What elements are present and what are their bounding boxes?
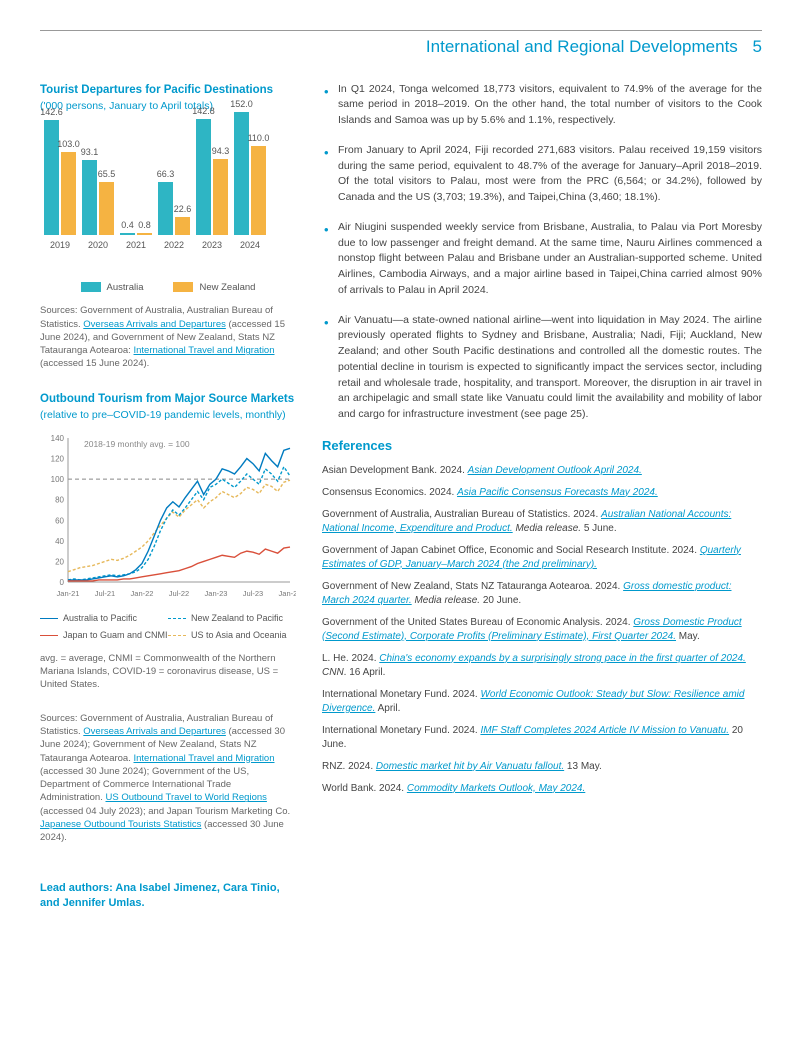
chart1-title: Tourist Departures for Pacific Destinati…: [40, 82, 296, 99]
right-column: In Q1 2024, Tonga welcomed 18,773 visito…: [322, 82, 762, 912]
reference-item: Government of New Zealand, Stats NZ Tata…: [322, 580, 762, 608]
dash-icon: [40, 635, 58, 636]
svg-text:Jan-23: Jan-23: [205, 589, 228, 598]
reference-item: World Bank. 2024. Commodity Markets Outl…: [322, 782, 762, 796]
svg-text:140: 140: [51, 434, 65, 443]
chart1-legend: Australia New Zealand: [40, 281, 296, 295]
legend-label-nz: New Zealand: [199, 281, 255, 295]
chart2-link4[interactable]: Japanese Outbound Tourists Statistics: [40, 819, 201, 830]
svg-text:Jan-24: Jan-24: [279, 589, 296, 598]
line-chart: 0 20 40 60 80 100 120 140 Jan-21 Jul-21 Jan-22 Jul-…: [40, 432, 296, 602]
references-title: References: [322, 437, 762, 456]
bar: 110.0: [251, 146, 266, 235]
reference-item: International Monetary Fund. 2024. World…: [322, 688, 762, 716]
legend-label-aus: Australia: [107, 281, 144, 295]
reference-item: RNZ. 2024. Domestic market hit by Air Va…: [322, 760, 762, 774]
legend-aus-pacific: Australia to Pacific: [40, 612, 168, 625]
chart1-link1[interactable]: Overseas Arrivals and Departures: [83, 319, 226, 330]
bar: 94.3: [213, 159, 228, 236]
chart2-sources: Sources: Government of Australia, Austra…: [40, 712, 296, 845]
year-group: 66.322.62022: [158, 182, 190, 253]
reference-item: International Monetary Fund. 2024. IMF S…: [322, 724, 762, 752]
year-group: 142.894.32023: [196, 119, 228, 252]
dash-icon: [168, 635, 186, 636]
legend-japan: Japan to Guam and CNMI: [40, 629, 168, 642]
page-number: 5: [753, 37, 762, 56]
lead-authors: Lead authors: Ana Isabel Jimenez, Cara T…: [40, 881, 296, 912]
header-rule: [40, 30, 762, 31]
bar: 103.0: [61, 152, 76, 236]
svg-text:100: 100: [51, 475, 65, 484]
bullet-list: In Q1 2024, Tonga welcomed 18,773 visito…: [322, 82, 762, 423]
chart1-link2[interactable]: International Travel and Migration: [134, 345, 275, 356]
svg-text:20: 20: [55, 557, 64, 566]
header-title: International and Regional Developments: [426, 37, 738, 56]
svg-text:80: 80: [55, 495, 64, 504]
reference-link[interactable]: Asian Development Outlook April 2024.: [468, 465, 642, 476]
reference-link[interactable]: China's economy expands by a surprisingl…: [379, 653, 746, 664]
bar: 0.8: [137, 233, 152, 235]
bar-chart: 142.6103.0201993.165.52020 0.40.82021 66.3…: [40, 123, 296, 273]
bar: 142.8: [196, 119, 211, 235]
svg-text:Jan-21: Jan-21: [57, 589, 80, 598]
svg-text:Jul-22: Jul-22: [169, 589, 189, 598]
page: International and Regional Developments …: [0, 0, 802, 931]
svg-text:0: 0: [60, 578, 65, 587]
reference-item: Government of Japan Cabinet Office, Econ…: [322, 544, 762, 572]
year-group: 93.165.52020: [82, 160, 114, 253]
svg-text:Jul-23: Jul-23: [243, 589, 263, 598]
svg-text:120: 120: [51, 454, 65, 463]
year-group: 152.0110.02024: [234, 112, 266, 253]
line-chart-svg: 0 20 40 60 80 100 120 140 Jan-21 Jul-21 Jan-22 Jul-…: [40, 432, 296, 602]
dash-icon: [168, 618, 186, 619]
chart1-sources: Sources: Government of Australia, Austra…: [40, 304, 296, 370]
reference-link[interactable]: Domestic market hit by Air Vanuatu fallo…: [376, 761, 564, 772]
bar: 22.6: [175, 217, 190, 235]
bullet-item: Air Vanuatu—a state-owned national airli…: [322, 313, 762, 423]
dash-icon: [40, 618, 58, 619]
bar: 93.1: [82, 160, 97, 236]
chart2-link1[interactable]: Overseas Arrivals and Departures: [83, 726, 226, 737]
bar: 0.4: [120, 233, 135, 235]
legend-nz-pacific: New Zealand to Pacific: [168, 612, 296, 625]
reference-link[interactable]: Asia Pacific Consensus Forecasts May 202…: [457, 487, 658, 498]
legend-us: US to Asia and Oceania: [168, 629, 296, 642]
bar: 65.5: [99, 182, 114, 235]
bullet-item: Air Niugini suspended weekly service fro…: [322, 220, 762, 299]
reference-item: Asian Development Bank. 2024. Asian Deve…: [322, 464, 762, 478]
reference-item: L. He. 2024. China's economy expands by …: [322, 652, 762, 680]
reference-item: Government of the United States Bureau o…: [322, 616, 762, 644]
chart2-footnote: avg. = average, CNMI = Commonwealth of t…: [40, 652, 296, 692]
chart2-subtitle: (relative to pre–COVID-19 pandemic level…: [40, 408, 296, 423]
svg-text:Jan-22: Jan-22: [131, 589, 154, 598]
references-list: Asian Development Bank. 2024. Asian Deve…: [322, 464, 762, 796]
year-group: 142.6103.02019: [44, 120, 76, 253]
reference-item: Consensus Economics. 2024. Asia Pacific …: [322, 486, 762, 500]
svg-text:40: 40: [55, 537, 64, 546]
chart2-legend: Australia to Pacific New Zealand to Paci…: [40, 612, 296, 642]
svg-text:Jul-21: Jul-21: [95, 589, 115, 598]
legend-australia: Australia: [81, 281, 144, 295]
legend-newzealand: New Zealand: [173, 281, 255, 295]
swatch-aus: [81, 282, 101, 292]
chart2-link3[interactable]: US Outbound Travel to World Regions: [105, 792, 266, 803]
running-header: International and Regional Developments …: [40, 35, 762, 60]
reference-link[interactable]: Commodity Markets Outlook, May 2024.: [407, 783, 585, 794]
left-column: Tourist Departures for Pacific Destinati…: [40, 82, 296, 912]
bar: 66.3: [158, 182, 173, 236]
swatch-nz: [173, 282, 193, 292]
columns: Tourist Departures for Pacific Destinati…: [40, 82, 762, 912]
chart2-link2[interactable]: International Travel and Migration: [134, 753, 275, 764]
chart2-annotation: 2018-19 monthly avg. = 100: [84, 438, 190, 450]
bar: 152.0: [234, 112, 249, 236]
bullet-item: From January to April 2024, Fiji recorde…: [322, 143, 762, 206]
reference-item: Government of Australia, Australian Bure…: [322, 508, 762, 536]
reference-link[interactable]: IMF Staff Completes 2024 Article IV Miss…: [480, 725, 729, 736]
bullet-item: In Q1 2024, Tonga welcomed 18,773 visito…: [322, 82, 762, 129]
svg-text:60: 60: [55, 516, 64, 525]
chart2-title: Outbound Tourism from Major Source Marke…: [40, 391, 296, 408]
year-group: 0.40.82021: [120, 233, 152, 252]
